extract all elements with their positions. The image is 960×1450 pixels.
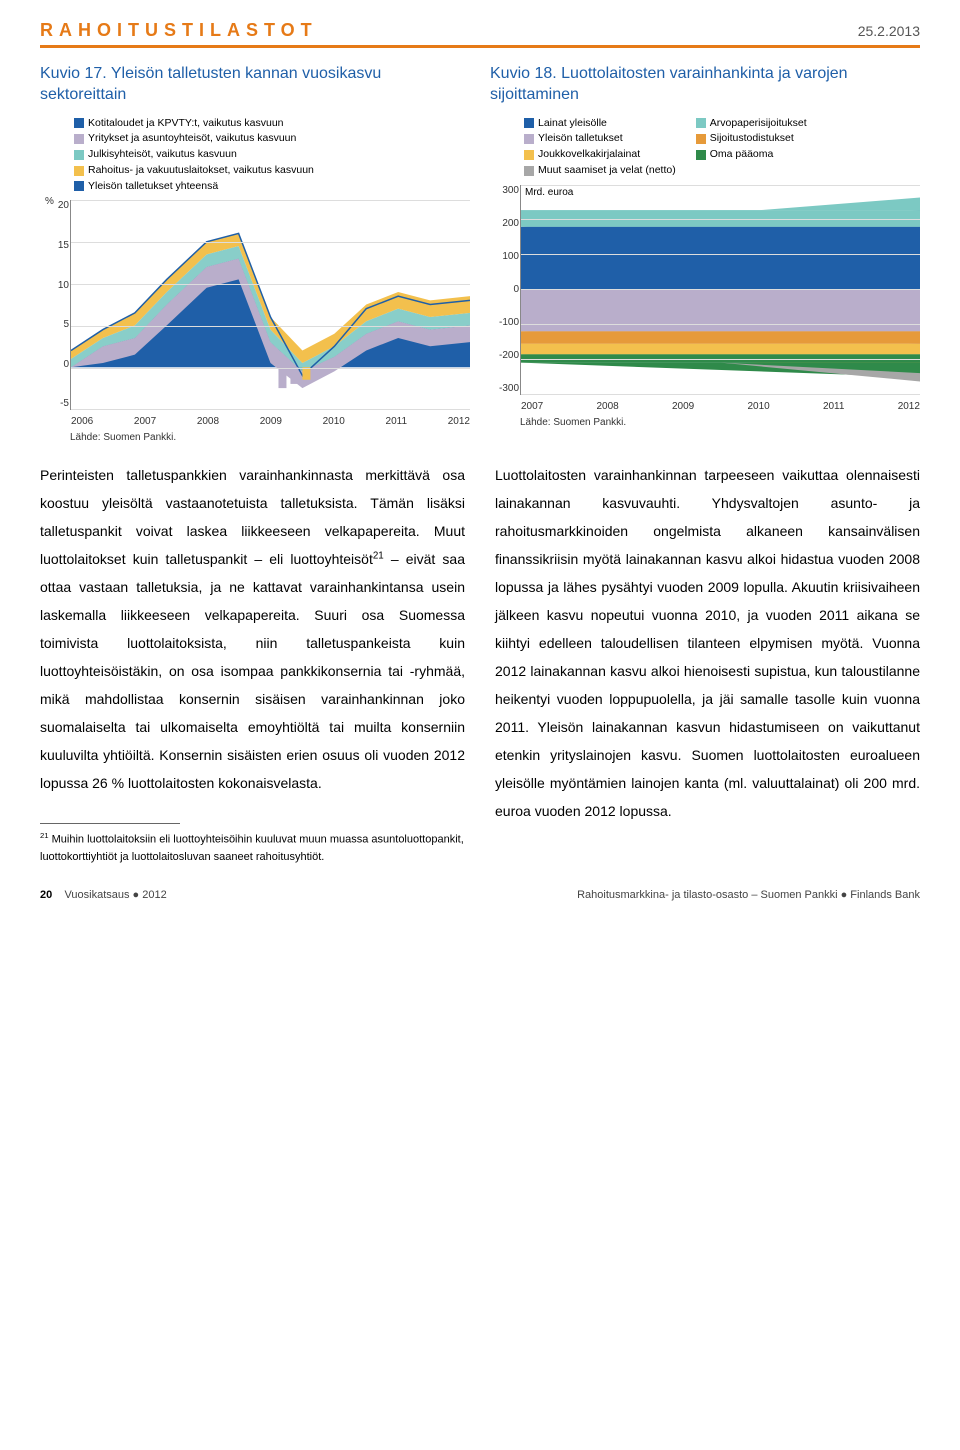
- axis-tick: -100: [493, 317, 519, 328]
- axis-tick: 2012: [448, 416, 470, 427]
- legend-label: Yleisön talletukset: [538, 131, 623, 147]
- axis-tick: 2007: [134, 416, 156, 427]
- axis-tick: 15: [43, 240, 69, 251]
- charts-row: Kuvio 17. Yleisön talletusten kannan vuo…: [40, 64, 920, 443]
- page-number: 20: [40, 889, 52, 901]
- axis-tick: 20: [43, 200, 69, 211]
- axis-tick: 0: [43, 359, 69, 370]
- legend-item: Sijoitustodistukset: [696, 131, 807, 147]
- axis-tick: 2009: [260, 416, 282, 427]
- chart-17-legend: Kotitaloudet ja KPVTY:t, vaikutus kasvuu…: [74, 116, 470, 195]
- body-left-para: Perinteisten talletuspankkien varainhank…: [40, 461, 465, 797]
- chart-18: Kuvio 18. Luottolaitosten varainhankinta…: [490, 64, 920, 443]
- chart-17-svg: [71, 200, 470, 409]
- legend-label: Kotitaloudet ja KPVTY:t, vaikutus kasvuu…: [88, 116, 284, 132]
- chart-17-plot: % 20151050-5 200620072008200920102011201…: [70, 200, 470, 410]
- legend-label: Muut saamiset ja velat (netto): [538, 163, 676, 179]
- chart-17-title: Kuvio 17. Yleisön talletusten kannan vuo…: [40, 64, 470, 106]
- legend-label: Sijoitustodistukset: [710, 131, 794, 147]
- legend-item: Oma pääoma: [696, 147, 807, 163]
- legend-swatch: [74, 118, 84, 128]
- axis-tick: 0: [493, 284, 519, 295]
- axis-tick: 2010: [323, 416, 345, 427]
- header-date: 25.2.2013: [858, 23, 920, 39]
- legend-swatch: [524, 134, 534, 144]
- chart-17: Kuvio 17. Yleisön talletusten kannan vuo…: [40, 64, 470, 443]
- axis-tick: 2006: [71, 416, 93, 427]
- axis-tick: 10: [43, 280, 69, 291]
- chart-18-x-axis: 2007 2008 2009 2010 2011 2012: [521, 401, 920, 412]
- axis-tick: 2009: [672, 401, 694, 412]
- footnote-separator: [40, 823, 180, 824]
- legend-swatch: [74, 150, 84, 160]
- legend-item: Arvopaperisijoitukset: [696, 116, 807, 132]
- legend-swatch: [696, 118, 706, 128]
- header-title: RAHOITUSTILASTOT: [40, 20, 318, 41]
- chart-18-title: Kuvio 18. Luottolaitosten varainhankinta…: [490, 64, 920, 106]
- legend-item: Yleisön talletukset yhteensä: [74, 179, 470, 195]
- axis-tick: 2008: [596, 401, 618, 412]
- legend-swatch: [74, 134, 84, 144]
- legend-label: Joukkovelkakirjalainat: [538, 147, 640, 163]
- legend-item: Julkisyhteisöt, vaikutus kasvuun: [74, 147, 470, 163]
- legend-swatch: [524, 150, 534, 160]
- footnote-body: Muihin luottolaitoksiin eli luottoyhteis…: [40, 834, 464, 863]
- footer-left: 20 Vuosikatsaus ● 2012: [40, 889, 167, 901]
- legend-item: Joukkovelkakirjalainat: [524, 147, 676, 163]
- body-right-column: Luottolaitosten varainhankinnan tarpeese…: [495, 461, 920, 865]
- legend-swatch: [524, 166, 534, 176]
- footnote-marker: 21: [40, 831, 49, 840]
- legend-swatch: [74, 166, 84, 176]
- axis-tick: 2010: [747, 401, 769, 412]
- legend-item: Kotitaloudet ja KPVTY:t, vaikutus kasvuu…: [74, 116, 470, 132]
- legend-label: Rahoitus- ja vakuutuslaitokset, vaikutus…: [88, 163, 314, 179]
- chart-17-x-axis: 2006 2007 2008 2009 2010 2011 2012: [71, 416, 470, 427]
- chart-17-y-axis: 20 15 10 5 0 -5: [43, 200, 69, 409]
- legend-swatch: [696, 150, 706, 160]
- legend-swatch: [74, 181, 84, 191]
- legend-label: Yleisön talletukset yhteensä: [88, 179, 218, 195]
- legend-item: Rahoitus- ja vakuutuslaitokset, vaikutus…: [74, 163, 470, 179]
- legend-label: Lainat yleisölle: [538, 116, 607, 132]
- axis-tick: 2012: [898, 401, 920, 412]
- axis-tick: 2011: [386, 416, 408, 427]
- axis-tick: 5: [43, 319, 69, 330]
- legend-swatch: [696, 134, 706, 144]
- axis-tick: 300: [493, 185, 519, 196]
- body-text: Perinteisten talletuspankkien varainhank…: [40, 461, 920, 865]
- page-header: RAHOITUSTILASTOT 25.2.2013: [40, 20, 920, 48]
- legend-item: Muut saamiset ja velat (netto): [524, 163, 676, 179]
- body-right-para: Luottolaitosten varainhankinnan tarpeese…: [495, 461, 920, 825]
- axis-tick: -200: [493, 350, 519, 361]
- axis-tick: -5: [43, 398, 69, 409]
- legend-label: Yritykset ja asuntoyhteisöt, vaikutus ka…: [88, 131, 296, 147]
- axis-tick: -300: [493, 383, 519, 394]
- legend-item: Lainat yleisölle: [524, 116, 676, 132]
- chart-18-legend: Lainat yleisölleYleisön talletuksetJoukk…: [524, 116, 920, 179]
- chart-18-plot: 3002001000-100-200-300 20072008200920102…: [520, 185, 920, 395]
- axis-tick: 200: [493, 218, 519, 229]
- axis-tick: 2007: [521, 401, 543, 412]
- legend-label: Julkisyhteisöt, vaikutus kasvuun: [88, 147, 237, 163]
- chart-18-y-unit: Mrd. euroa: [525, 187, 573, 198]
- footer-left-text: Vuosikatsaus ● 2012: [64, 889, 166, 901]
- body-left-column: Perinteisten talletuspankkien varainhank…: [40, 461, 465, 865]
- legend-label: Arvopaperisijoitukset: [710, 116, 807, 132]
- legend-swatch: [524, 118, 534, 128]
- page-footer: 20 Vuosikatsaus ● 2012 Rahoitusmarkkina-…: [40, 889, 920, 901]
- axis-tick: 2008: [197, 416, 219, 427]
- chart-18-source: Lähde: Suomen Pankki.: [520, 417, 920, 428]
- axis-tick: 2011: [823, 401, 845, 412]
- axis-tick: 100: [493, 251, 519, 262]
- legend-item: Yleisön talletukset: [524, 131, 676, 147]
- legend-label: Oma pääoma: [710, 147, 774, 163]
- chart-17-source: Lähde: Suomen Pankki.: [70, 432, 470, 443]
- chart-18-y-axis: 300 200 100 0 -100 -200 -300: [493, 185, 519, 394]
- footer-right: Rahoitusmarkkina- ja tilasto-osasto – Su…: [577, 889, 920, 901]
- footnote-text: 21 Muihin luottolaitoksiin eli luottoyht…: [40, 830, 465, 865]
- legend-item: Yritykset ja asuntoyhteisöt, vaikutus ka…: [74, 131, 470, 147]
